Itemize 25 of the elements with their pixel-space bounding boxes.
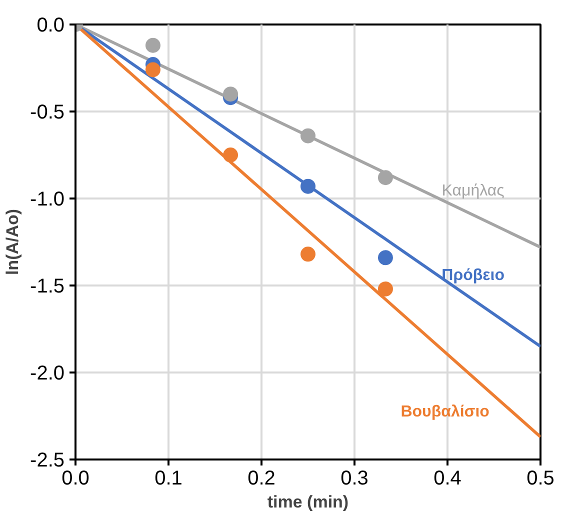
point [300,128,316,144]
x-tick-label: 0.5 [526,468,554,490]
y-tick-label: -0.5 [30,102,65,124]
point [378,250,393,266]
y-axis-title: ln(A/Ao) [3,208,22,276]
point [378,281,393,296]
point [145,62,160,78]
point [223,148,238,162]
series-label: Βουβαλίσιο [400,403,490,420]
y-tick-label: -1.0 [30,188,65,210]
x-tick-label: 0.3 [340,468,368,490]
point [145,38,160,53]
point [300,246,316,262]
y-tick-label: 0.0 [36,14,65,36]
x-tick-label: 0.4 [434,468,462,490]
point [300,178,316,194]
x-tick-label: 0.2 [248,468,276,490]
series-label: Πρόβειο [442,267,505,284]
point [223,86,238,102]
y-tick-label: -2.0 [30,362,65,384]
series-label: Καμήλας [442,182,505,200]
point [378,170,393,186]
x-axis-title: time (min) [267,492,349,512]
x-tick-label: 0.1 [154,468,182,490]
y-tick-label: -1.5 [30,276,65,298]
